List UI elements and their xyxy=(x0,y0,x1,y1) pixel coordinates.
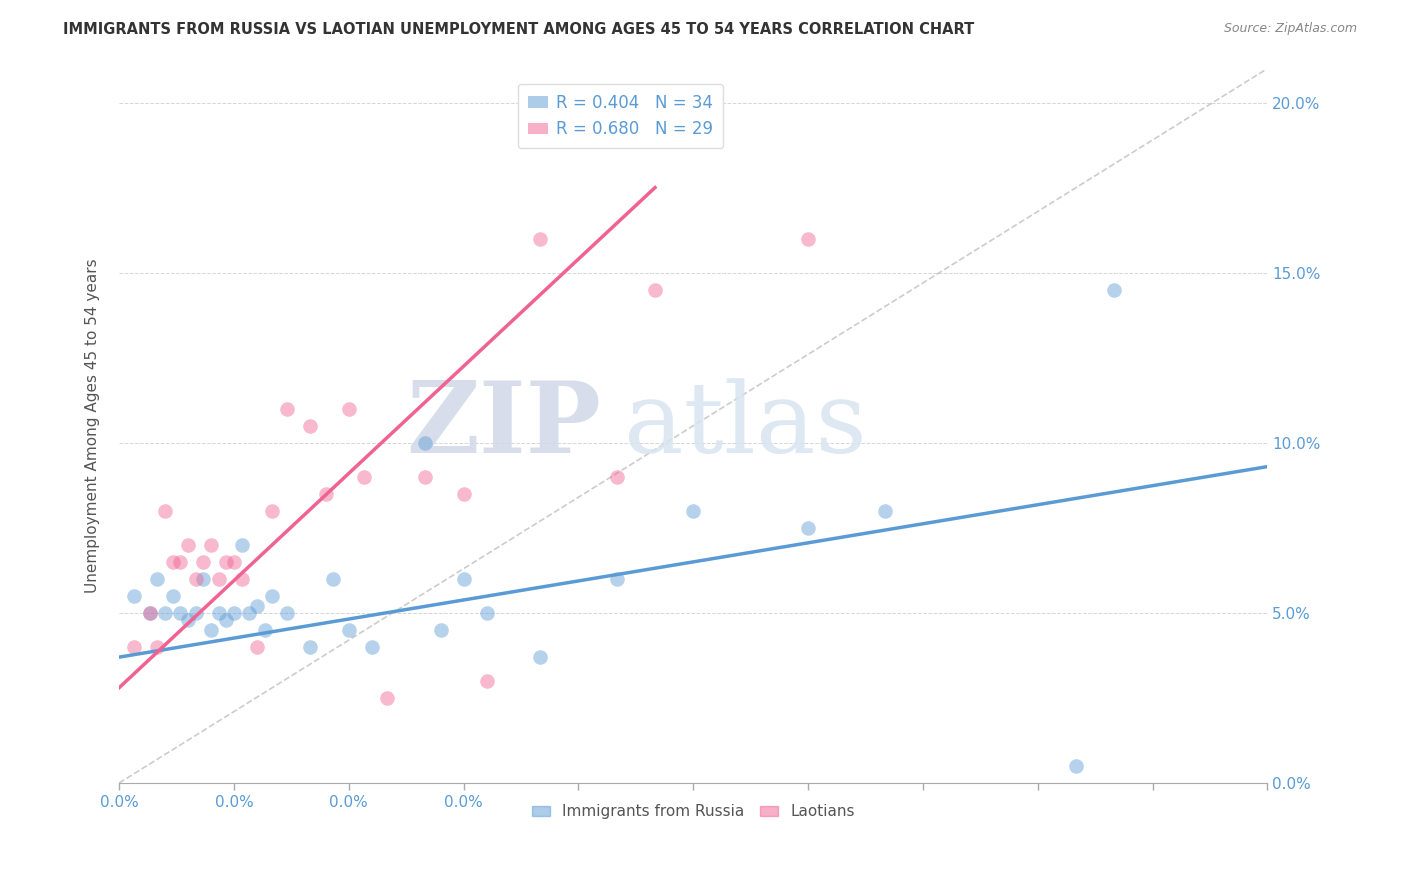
Point xyxy=(299,640,322,654)
Point xyxy=(262,504,284,518)
Point xyxy=(429,623,451,637)
Point xyxy=(606,470,628,484)
Point xyxy=(177,613,200,627)
Point xyxy=(262,589,284,603)
Point xyxy=(162,555,184,569)
Point xyxy=(299,418,322,433)
Point xyxy=(222,606,245,620)
Legend: Immigrants from Russia, Laotians: Immigrants from Russia, Laotians xyxy=(526,798,860,825)
Point xyxy=(453,487,475,501)
Text: atlas: atlas xyxy=(624,378,868,474)
Point xyxy=(529,232,551,246)
Point xyxy=(337,401,360,416)
Point xyxy=(353,470,375,484)
Point xyxy=(222,555,245,569)
Point xyxy=(606,572,628,586)
Point xyxy=(184,572,207,586)
Point xyxy=(162,589,184,603)
Point xyxy=(231,538,253,552)
Point xyxy=(375,690,398,705)
Point xyxy=(322,572,344,586)
Point xyxy=(253,623,276,637)
Point xyxy=(138,606,160,620)
Point xyxy=(873,504,896,518)
Point xyxy=(475,606,498,620)
Point xyxy=(124,640,146,654)
Point xyxy=(1064,759,1087,773)
Point xyxy=(193,555,215,569)
Point xyxy=(797,232,820,246)
Point xyxy=(153,606,176,620)
Point xyxy=(200,538,222,552)
Point xyxy=(138,606,160,620)
Point xyxy=(169,606,191,620)
Point xyxy=(413,470,436,484)
Point xyxy=(200,623,222,637)
Point xyxy=(276,401,298,416)
Point xyxy=(360,640,382,654)
Point xyxy=(413,435,436,450)
Text: IMMIGRANTS FROM RUSSIA VS LAOTIAN UNEMPLOYMENT AMONG AGES 45 TO 54 YEARS CORRELA: IMMIGRANTS FROM RUSSIA VS LAOTIAN UNEMPL… xyxy=(63,22,974,37)
Point xyxy=(207,606,229,620)
Point xyxy=(1104,283,1126,297)
Point xyxy=(246,640,269,654)
Point xyxy=(124,589,146,603)
Text: Source: ZipAtlas.com: Source: ZipAtlas.com xyxy=(1223,22,1357,36)
Point xyxy=(682,504,704,518)
Point xyxy=(207,572,229,586)
Point xyxy=(153,504,176,518)
Point xyxy=(177,538,200,552)
Point xyxy=(146,640,169,654)
Point xyxy=(315,487,337,501)
Point xyxy=(337,623,360,637)
Point xyxy=(276,606,298,620)
Point xyxy=(246,599,269,613)
Point xyxy=(231,572,253,586)
Point xyxy=(797,521,820,535)
Y-axis label: Unemployment Among Ages 45 to 54 years: Unemployment Among Ages 45 to 54 years xyxy=(86,259,100,593)
Point xyxy=(475,673,498,688)
Text: ZIP: ZIP xyxy=(406,377,602,475)
Point xyxy=(215,555,238,569)
Point xyxy=(184,606,207,620)
Point xyxy=(146,572,169,586)
Point xyxy=(453,572,475,586)
Point xyxy=(215,613,238,627)
Point xyxy=(529,650,551,665)
Point xyxy=(169,555,191,569)
Point xyxy=(644,283,666,297)
Point xyxy=(238,606,260,620)
Point xyxy=(193,572,215,586)
